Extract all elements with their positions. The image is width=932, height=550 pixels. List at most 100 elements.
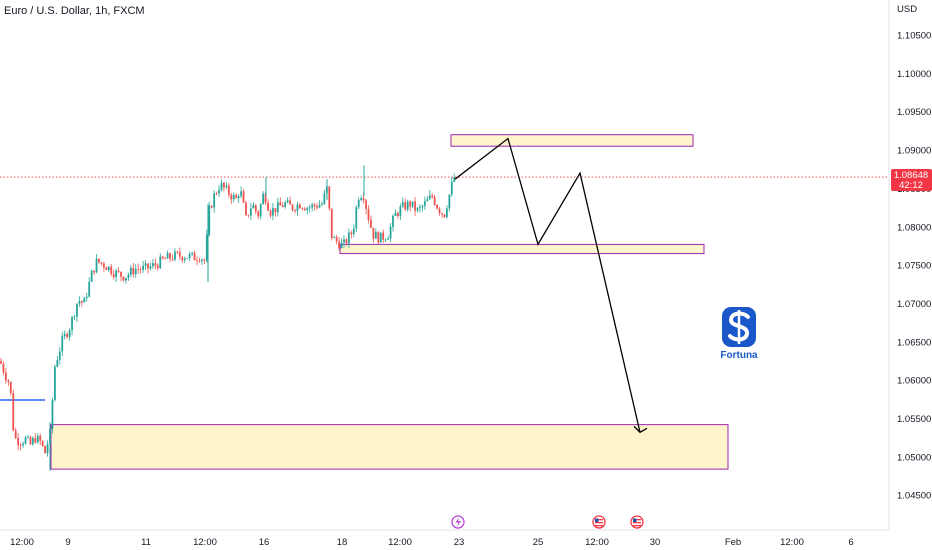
x-tick-label: 12:00: [585, 537, 609, 548]
candle-body: [328, 186, 331, 209]
candle-body: [227, 185, 230, 195]
candle-body: [85, 296, 88, 299]
candle-body: [269, 210, 272, 216]
candle-body: [450, 181, 453, 195]
candle-body: [433, 196, 436, 205]
candle-body: [230, 194, 233, 200]
candle-body: [54, 366, 56, 401]
candle-body: [95, 258, 98, 273]
x-tick-label: 12:00: [10, 537, 34, 548]
candle-body: [110, 266, 113, 275]
candle-body: [416, 208, 419, 211]
middle-zone: [339, 243, 705, 255]
candle-body: [0, 360, 2, 364]
candle-body: [61, 336, 64, 352]
candle-body: [382, 232, 385, 240]
candle-body: [90, 270, 93, 282]
projection-arrowhead: [633, 425, 648, 434]
fortuna-logo: Fortuna: [720, 307, 758, 361]
us-flag-icon[interactable]: [630, 515, 644, 529]
x-tick-label: 12:00: [388, 537, 412, 548]
candle-body: [370, 219, 372, 228]
candle-body: [245, 202, 247, 215]
candle-body: [218, 190, 220, 194]
candle-body: [362, 198, 365, 201]
candle-body: [58, 351, 61, 360]
candle-body: [453, 177, 456, 182]
candle-body: [374, 232, 377, 239]
candle-body: [34, 438, 37, 443]
candle-body: [345, 239, 348, 244]
candle-body: [196, 260, 198, 262]
candle-body: [313, 204, 316, 207]
candle-body: [220, 182, 223, 191]
candle-body: [291, 204, 294, 211]
candle-body: [441, 213, 443, 215]
lightning-icon[interactable]: [451, 515, 465, 529]
candle-body: [311, 204, 314, 208]
candle-body: [41, 440, 44, 446]
candle-body: [174, 251, 176, 260]
x-tick-label: 12:00: [780, 537, 804, 548]
candle-body: [66, 333, 69, 338]
candle-body: [286, 200, 289, 203]
candle-body: [139, 269, 142, 271]
candle-body: [257, 211, 260, 217]
candle-body: [357, 199, 360, 208]
x-tick-label: 12:00: [193, 537, 217, 548]
last-price-countdown: 42:12: [899, 180, 923, 191]
candle-body: [308, 207, 311, 209]
candle-body: [423, 201, 426, 206]
candle-body: [316, 206, 318, 208]
candle-body: [7, 380, 10, 382]
candle-body: [421, 205, 424, 208]
candle-body: [428, 195, 431, 200]
y-tick-label: 1.07500: [897, 261, 931, 272]
candle-body: [107, 266, 110, 271]
candle-body: [56, 359, 59, 367]
y-tick-label: 1.07000: [897, 299, 931, 310]
candle-body: [44, 445, 46, 454]
candle-body: [306, 208, 309, 211]
candle-body: [350, 232, 353, 235]
candle-body: [183, 258, 186, 261]
candle-body: [276, 202, 279, 213]
candle-body: [343, 239, 345, 243]
candle-body: [377, 232, 380, 243]
candle-body: [284, 202, 287, 208]
candle-body: [303, 208, 306, 211]
candle-body: [120, 271, 122, 277]
candle-body: [367, 208, 370, 220]
candle-body: [215, 193, 218, 195]
candle-body: [152, 263, 154, 267]
us-flag-icon[interactable]: [592, 515, 606, 529]
candle-body: [159, 256, 162, 269]
x-tick-label: 30: [650, 537, 661, 548]
candle-body: [419, 207, 421, 209]
candle-body: [431, 195, 434, 197]
candle-body: [448, 194, 451, 209]
candle-body: [51, 400, 54, 429]
x-tick-label: 18: [337, 537, 348, 548]
x-tick-label: 25: [533, 537, 544, 548]
y-tick-label: 1.09500: [897, 107, 931, 118]
candle-body: [250, 208, 252, 216]
candle-body: [127, 274, 130, 278]
x-tick-label: 16: [259, 537, 270, 548]
candle-body: [259, 204, 262, 217]
y-tick-label: 1.08000: [897, 222, 931, 233]
candle-body: [22, 443, 24, 446]
candle-body: [93, 270, 95, 273]
y-tick-label: 1.10500: [897, 31, 931, 42]
candle-body: [164, 258, 167, 260]
y-tick-label: 1.09000: [897, 146, 931, 157]
candle-body: [301, 208, 304, 209]
candle-body: [186, 258, 189, 259]
candle-body: [355, 207, 358, 229]
candle-body: [299, 204, 301, 209]
candle-body: [137, 268, 140, 270]
candle-body: [149, 266, 152, 269]
candle-body: [394, 212, 397, 216]
last-price-value: 1.08648: [894, 170, 928, 181]
